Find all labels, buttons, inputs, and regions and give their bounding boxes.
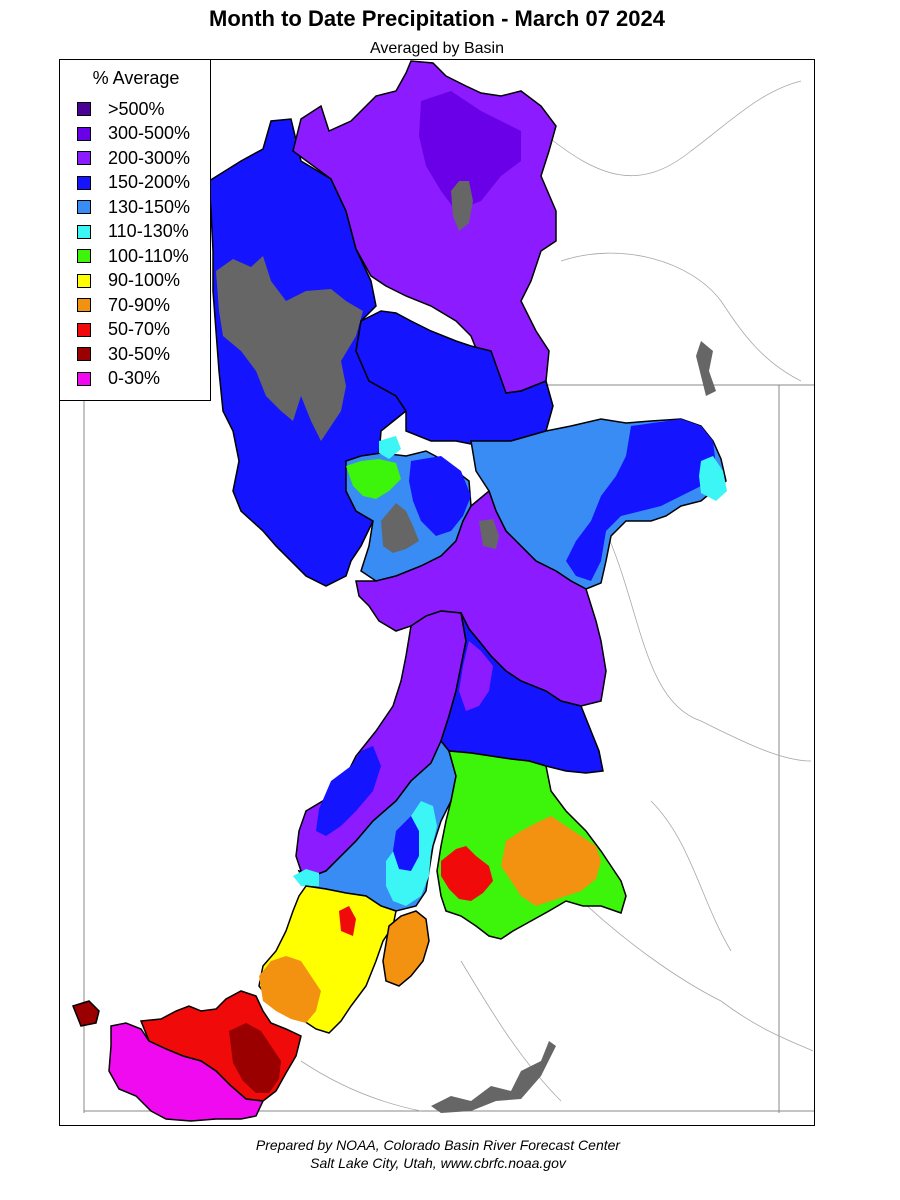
reservoir-lake-powell [431,1041,556,1113]
river-2 [560,252,802,382]
basin-price-west-blue [316,746,381,836]
legend-label: 0-30% [108,368,161,388]
basin-virgin-darkred [229,1023,281,1093]
legend-item: 130-150% [77,197,190,217]
basin-sevier-orange [259,956,321,1023]
legend-item: 100-110% [77,246,189,266]
legend-item: 0-30% [77,368,161,389]
basin-price-east-purple [459,641,493,711]
legend-label: 70-90% [108,294,171,315]
reservoirs [431,341,716,1113]
legend-label: 110-130% [108,221,189,241]
legend-swatch [77,175,91,190]
basin-san-rafael-cyan-left [293,869,319,886]
legend-label: 50-70% [108,319,171,339]
legend-item: 30-50% [77,344,170,364]
legend-item: 70-90% [77,295,170,315]
legend-item: 150-200% [77,172,191,193]
map-title: Month to Date Precipitation - March 07 2… [209,6,665,31]
legend-label: 130-150% [108,196,191,217]
no-data-wind-river [451,181,473,231]
map-subtitle: Averaged by Basin [369,40,504,57]
legend-title: % Average [92,68,180,88]
legend-swatch [77,200,91,214]
basin-yampa-cyan [699,456,727,501]
basin-virgin-magenta [108,1022,265,1122]
legend-label: >500% [108,98,165,119]
basin-duchesne-blue [409,456,471,536]
basin-dolores-red [441,846,493,901]
legend-label: 90-100% [108,270,181,290]
no-data-west-wyoming [216,256,363,441]
legend-label: 150-200% [108,172,191,192]
basin-west-darkred [72,1000,100,1027]
basin-yampa-white-high [566,419,716,581]
footer-location: Salt Lake City, Utah, www.cbrfc.noaa.gov [310,1155,566,1171]
basin-duchesne-nodata [479,519,499,549]
legend-item: 90-100% [77,270,181,291]
legend-swatch [77,273,91,288]
basin-san-rafael-blue [393,816,419,871]
reservoir-flaming-gorge [696,341,716,396]
legend-swatch [77,102,91,116]
legend-swatch [77,224,91,239]
legend-item: >500% [77,99,165,119]
legend-item: 110-130% [77,221,189,242]
rivers [300,80,814,1112]
legend-swatch [77,249,91,263]
basin-yampa-north [355,310,554,447]
footer-credit: Prepared by NOAA, Colorado Basin River F… [255,1137,621,1153]
legend-swatch [77,126,91,141]
legend-label: 200-300% [108,147,191,168]
basin-weber-green [346,459,401,499]
legend-swatch [77,298,91,312]
river-1 [540,80,802,177]
legend-label: 30-50% [108,343,171,364]
legend-swatch [77,322,91,337]
river-3 [600,520,812,762]
river-4 [560,880,814,1052]
legend-item: 300-500% [77,123,191,144]
legend-swatch [77,371,91,386]
basin-weber-nodata [381,503,419,553]
legend-label: 100-110% [108,245,189,266]
map-frame [59,59,815,1126]
map-legend: % Average >500% 300-500% 200-300% 150-200% 1… [59,59,211,401]
legend-swatch [77,151,91,165]
legend-item: 200-300% [77,148,190,168]
basin-weber-cyan [379,436,401,459]
river-5 [300,1060,422,1112]
basin-map [72,60,814,1122]
legend-swatch [77,347,91,361]
river-6 [650,800,732,952]
basin-dolores-orange [501,816,601,906]
river-7 [460,960,562,1102]
legend-label: 300-500% [108,123,191,143]
basin-upper-green-east-dark [419,91,521,211]
basin-escalante-orange [382,910,430,987]
basin-sevier-red [339,906,356,936]
legend-item: 50-70% [77,319,171,340]
